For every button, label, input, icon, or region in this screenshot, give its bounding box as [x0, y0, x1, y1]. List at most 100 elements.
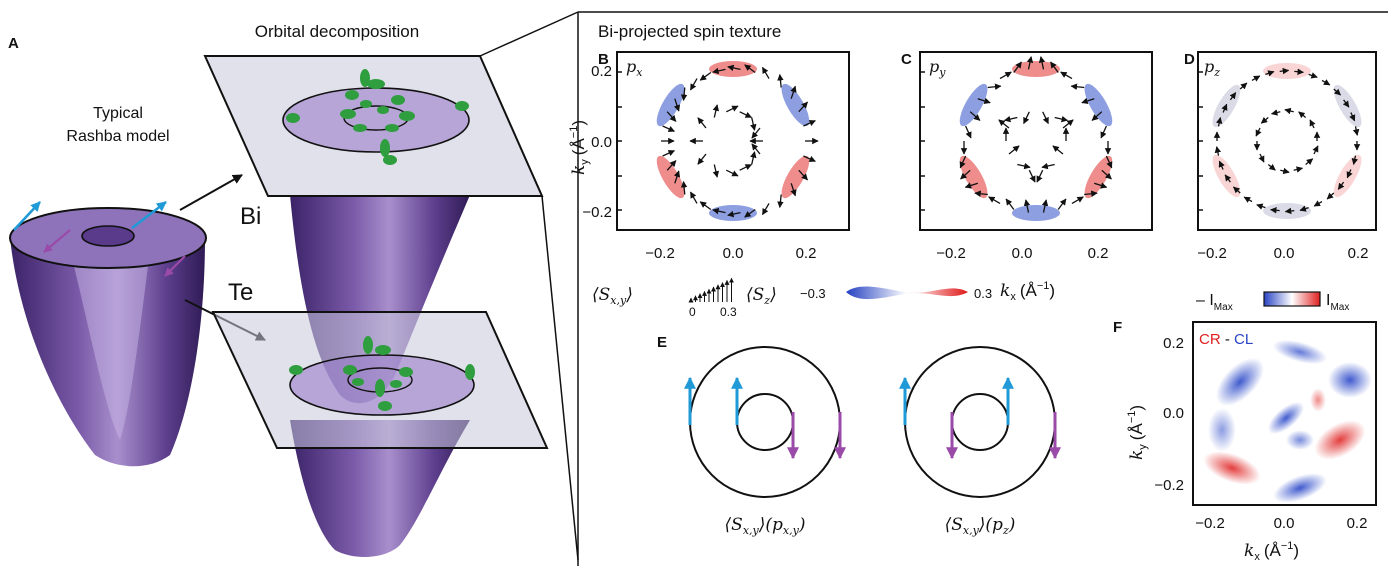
tick-x-c: 0.0	[1012, 245, 1033, 262]
spin-arrow	[1284, 107, 1294, 115]
panel-f-letter: F	[1113, 319, 1122, 336]
sz-legend-label: ⟨Sz⟩	[746, 285, 777, 307]
spin-arrow	[1280, 167, 1290, 175]
spin-arrow	[1028, 169, 1036, 183]
tick-y-f: 0.2	[1163, 335, 1184, 352]
spin-arrow	[1218, 160, 1225, 170]
zoom-line	[479, 11, 579, 57]
spin-arrow	[803, 120, 816, 127]
spin-arrow	[1293, 166, 1304, 173]
tick-x-f: −0.2	[1195, 515, 1225, 532]
spin-arrow	[1052, 145, 1064, 155]
spin-arrow	[1071, 196, 1084, 204]
spin-arrow	[1062, 119, 1074, 129]
bi-projected-title: Bi-projected spin texture	[598, 22, 781, 41]
spin-arrow	[1105, 155, 1113, 169]
spin-arrow	[1081, 97, 1095, 104]
spin-arrow	[739, 111, 752, 118]
spin-arrow-cyan	[13, 201, 41, 231]
spin-arrow	[1251, 75, 1261, 82]
x-ticks: −0.2 0.0 0.2 −0.2 0.0 0.2 −0.2 0.0 0.2	[645, 245, 1368, 262]
spin-arrow	[1060, 71, 1073, 80]
spin-arrow	[712, 67, 726, 75]
spin-arrow	[1333, 88, 1341, 96]
panel-e-letter: E	[657, 334, 667, 351]
spin-arrow	[727, 64, 741, 72]
sz-min: −0.3	[800, 286, 826, 301]
spin-arrow	[689, 191, 698, 204]
sz-segment	[1084, 155, 1113, 199]
spin-arrow	[750, 151, 757, 165]
spin-arrow	[673, 170, 681, 184]
spin-arrow	[1326, 192, 1335, 200]
sz-segment	[656, 83, 685, 127]
bi-orbital-plane	[203, 55, 544, 404]
panel-b-orbital: px	[626, 57, 643, 79]
spin-arrow	[974, 190, 988, 197]
spin-arrow	[1294, 68, 1304, 75]
sz-segment	[656, 155, 685, 199]
orbital-decomposition-title: Orbital decomposition	[255, 22, 419, 41]
sz-segment	[1012, 61, 1060, 77]
spin-arrow	[662, 150, 675, 157]
panel-c-letter: C	[901, 51, 912, 68]
spin-arrow	[1312, 145, 1319, 155]
spin-texture-d	[1212, 63, 1362, 219]
tick-y-b: 0.0	[591, 134, 612, 151]
panel-c: C py	[901, 51, 1153, 231]
spin-arrow	[1214, 146, 1222, 156]
kx-axis-label-f: kx (Å−1)	[1244, 540, 1299, 563]
tick-x-d: −0.2	[1197, 245, 1227, 262]
sxy-magnitude-arrows	[688, 277, 734, 303]
spin-arrow	[1057, 198, 1067, 210]
spin-arrow	[1023, 199, 1031, 213]
spin-arrow	[965, 125, 972, 139]
spin-arrow	[1070, 83, 1085, 90]
spin-arrow	[750, 117, 757, 131]
green-orbital-lobes	[289, 336, 475, 411]
spin-arrow	[1351, 155, 1359, 166]
spin-arrow	[988, 196, 1001, 204]
f-colorbar	[1263, 291, 1321, 307]
spin-arrow	[960, 169, 971, 180]
spin-arrow-purple	[164, 255, 186, 277]
spin-arrow	[1017, 162, 1031, 170]
tick-x-c: 0.2	[1088, 245, 1109, 262]
tick-x-f: 0.0	[1274, 515, 1295, 532]
tick-x-c: −0.2	[936, 245, 966, 262]
bi-label: Bi	[240, 203, 261, 230]
spin-arrow	[1026, 56, 1034, 70]
spin-arrow	[666, 111, 677, 122]
inner-ring-left	[736, 393, 794, 451]
green-orbital-lobes	[286, 69, 469, 165]
spin-arrow	[1284, 207, 1295, 215]
spin-arrow	[1008, 145, 1020, 155]
typical-label: Typical	[93, 105, 143, 122]
spin-arrow	[726, 169, 739, 177]
spin-arrow	[1094, 182, 1108, 189]
panel-c-orbital: py	[929, 57, 946, 79]
sxy-min: 0	[689, 305, 696, 319]
f-colorbar-neg: – IMax	[1196, 292, 1233, 313]
caption-e-right: ⟨Sx,y⟩(pz)	[945, 515, 1016, 537]
spin-arrow	[680, 180, 688, 195]
spin-arrow	[1100, 125, 1107, 139]
spin-arrow	[1041, 162, 1055, 170]
spin-arrow	[1041, 199, 1049, 213]
spin-arrow	[1258, 153, 1265, 163]
spin-arrow	[1042, 111, 1049, 125]
spin-arrow	[1270, 207, 1280, 214]
spin-arrow	[1084, 190, 1098, 197]
sz-segment	[959, 83, 988, 127]
panels-bcd: B px C py D pz 0.2 0.0 −0.2 ky(Å−1) −0.2…	[568, 51, 1377, 303]
sz-segment	[1084, 83, 1113, 127]
spin-texture-c	[959, 56, 1113, 221]
panel-b: B px	[598, 51, 850, 231]
spin-arrow	[1003, 115, 1018, 123]
spin-arrow	[777, 73, 784, 88]
panel-a-letter: A	[8, 35, 19, 52]
sz-segment	[781, 83, 810, 127]
spin-arrow	[1352, 126, 1360, 136]
spin-arrow	[1299, 205, 1309, 212]
